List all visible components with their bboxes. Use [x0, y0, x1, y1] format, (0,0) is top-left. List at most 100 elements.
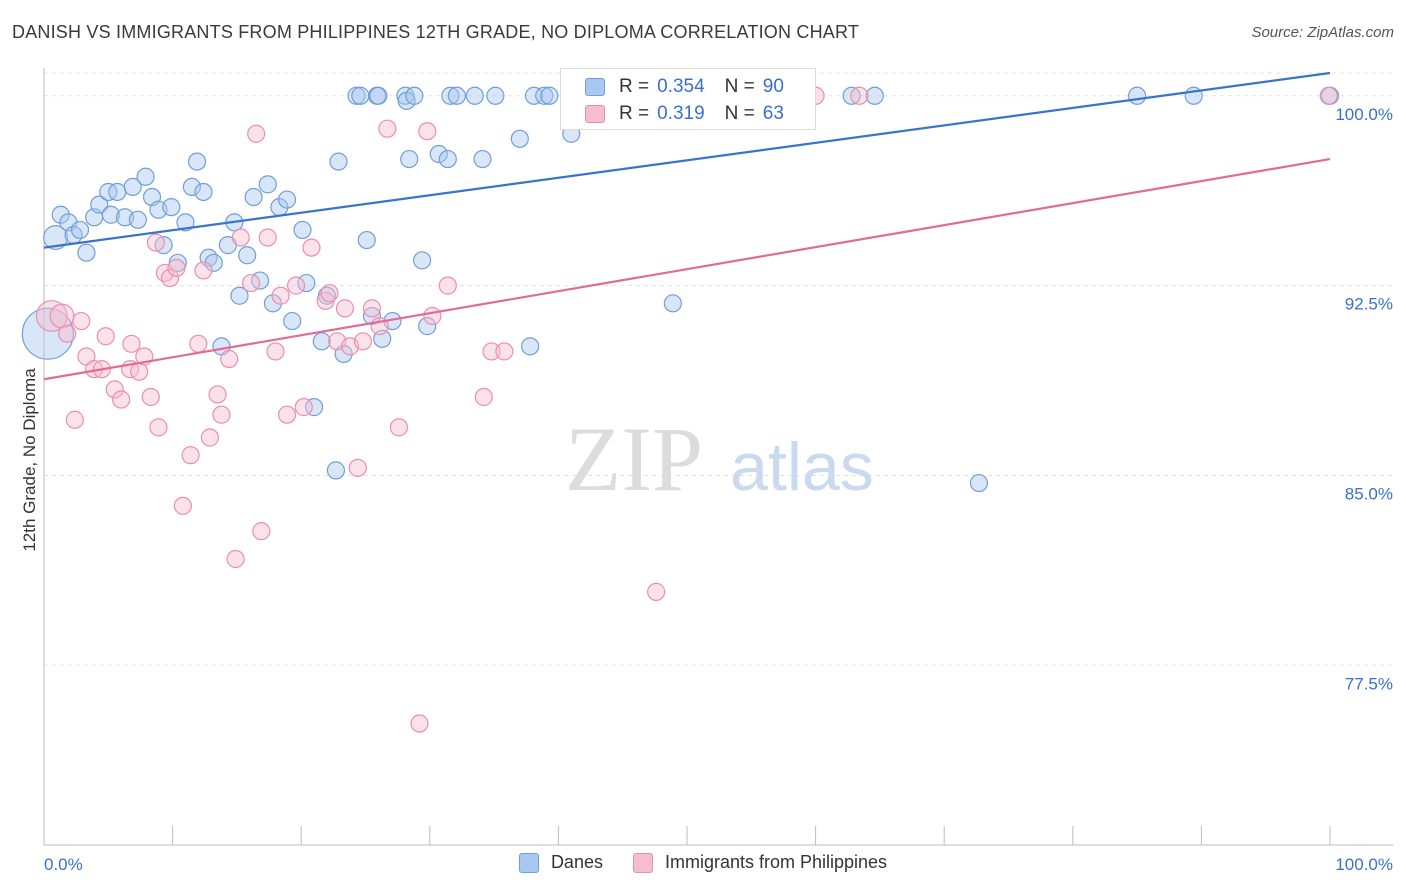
correlation-legend: R = 0.354 N = 90 R = 0.319 N = 63 [560, 68, 816, 130]
philippines-point [149, 418, 168, 437]
philippines-point [335, 299, 355, 318]
philippines-point [208, 385, 227, 404]
philippines-point [353, 332, 373, 351]
source-label: Source: ZipAtlas.com [1251, 24, 1394, 41]
danes-point [293, 220, 312, 240]
watermark-zip: ZIP [565, 408, 703, 510]
philippines-point [271, 286, 290, 305]
philippines-point [277, 405, 297, 424]
danes-point [351, 86, 370, 105]
n-label: N = [724, 103, 755, 124]
danes-point [438, 149, 457, 169]
philippines-point [189, 334, 208, 353]
chart-title: DANISH VS IMMIGRANTS FROM PHILIPPINES 12… [12, 22, 860, 42]
r-value-danes: 0.354 [657, 76, 705, 97]
n-label: N = [724, 76, 755, 97]
x-tick-label: 0.0% [44, 855, 83, 874]
danes-point [357, 230, 376, 250]
danes-point [535, 86, 554, 105]
philippines-swatch [585, 105, 605, 123]
danes-point [128, 210, 147, 229]
danes-point [473, 149, 492, 169]
philippines-point [146, 233, 165, 252]
danes-point [136, 167, 155, 186]
n-value-philippines: 63 [762, 103, 784, 124]
philippines-point [378, 119, 397, 138]
danes-point [510, 129, 529, 148]
danes-point [369, 86, 388, 105]
danes-point [418, 317, 437, 336]
philippines-point [226, 549, 245, 569]
danes-point [521, 337, 540, 356]
y-tick-label: 100.0% [1335, 105, 1393, 124]
philippines-point [410, 714, 429, 733]
danes-point [77, 243, 96, 262]
philippines-point [258, 228, 277, 247]
philippines-point [194, 261, 213, 280]
danes-point [230, 286, 249, 305]
y-tick-label: 85.0% [1345, 484, 1393, 503]
philippines-point [160, 268, 180, 288]
danes-point [447, 86, 466, 105]
danes-point [162, 198, 181, 217]
philippines-point [220, 349, 239, 369]
watermark-atlas: atlas [730, 429, 874, 505]
danes-point [277, 190, 297, 209]
legend-item-danes[interactable]: Danes [518, 852, 603, 873]
danes-point [21, 307, 74, 360]
tick-labels: 77.5% 85.0% 92.5% 100.0% 0.0% 100.0% [44, 105, 1393, 874]
danes-point [429, 144, 448, 164]
legend-row-danes: R = 0.354 N = 90 [585, 75, 784, 99]
danes-point [90, 195, 109, 214]
philippines-point [482, 342, 501, 361]
philippines-point [252, 522, 271, 541]
danes-point [400, 149, 419, 169]
philippines-point [294, 398, 313, 417]
legend-label-danes: Danes [550, 852, 603, 872]
philippines-point [286, 276, 306, 295]
philippines-point [1319, 86, 1338, 105]
danes-point [176, 213, 195, 232]
danes-point [43, 225, 69, 251]
trend-lines [43, 71, 1331, 381]
danes-point [465, 86, 484, 105]
philippines-point [96, 327, 115, 346]
philippines-point [850, 86, 869, 105]
legend-item-philippines[interactable]: Immigrants from Philippines [632, 852, 888, 873]
danes-trend-line [43, 71, 1331, 249]
danes-point [108, 182, 127, 202]
philippines-point [200, 428, 219, 447]
danes-point [347, 86, 366, 105]
danes-point [244, 187, 263, 207]
philippines-point [231, 228, 250, 247]
danes-point [405, 86, 424, 105]
philippines-point [495, 342, 514, 361]
philippines-point [423, 306, 442, 326]
danes-point [865, 86, 884, 105]
philippines-point [35, 300, 68, 332]
philippines-point [49, 303, 75, 329]
danes-point [51, 205, 70, 224]
danes-point [663, 294, 682, 313]
danes-point [969, 473, 989, 493]
philippines-point [247, 124, 266, 143]
philippines-point [58, 324, 77, 343]
y-tick-label: 92.5% [1345, 295, 1393, 314]
danes-swatch [518, 852, 539, 873]
r-label: R = [619, 103, 650, 124]
legend-row-philippines: R = 0.319 N = 63 [585, 102, 784, 126]
philippines-point [320, 284, 339, 303]
danes-swatch [585, 78, 605, 96]
watermark: ZIP atlas [565, 408, 874, 510]
danes-point [326, 461, 346, 480]
philippines-point [474, 387, 493, 407]
gridlines [44, 72, 1393, 666]
philippines-point [105, 380, 124, 399]
philippines-point [72, 311, 91, 331]
legend-label-philippines: Immigrants from Philippines [664, 852, 888, 872]
danes-point [362, 306, 382, 326]
philippines-point [418, 122, 437, 141]
axes [43, 68, 1393, 846]
danes-point [312, 332, 331, 351]
danes-point [258, 175, 277, 194]
